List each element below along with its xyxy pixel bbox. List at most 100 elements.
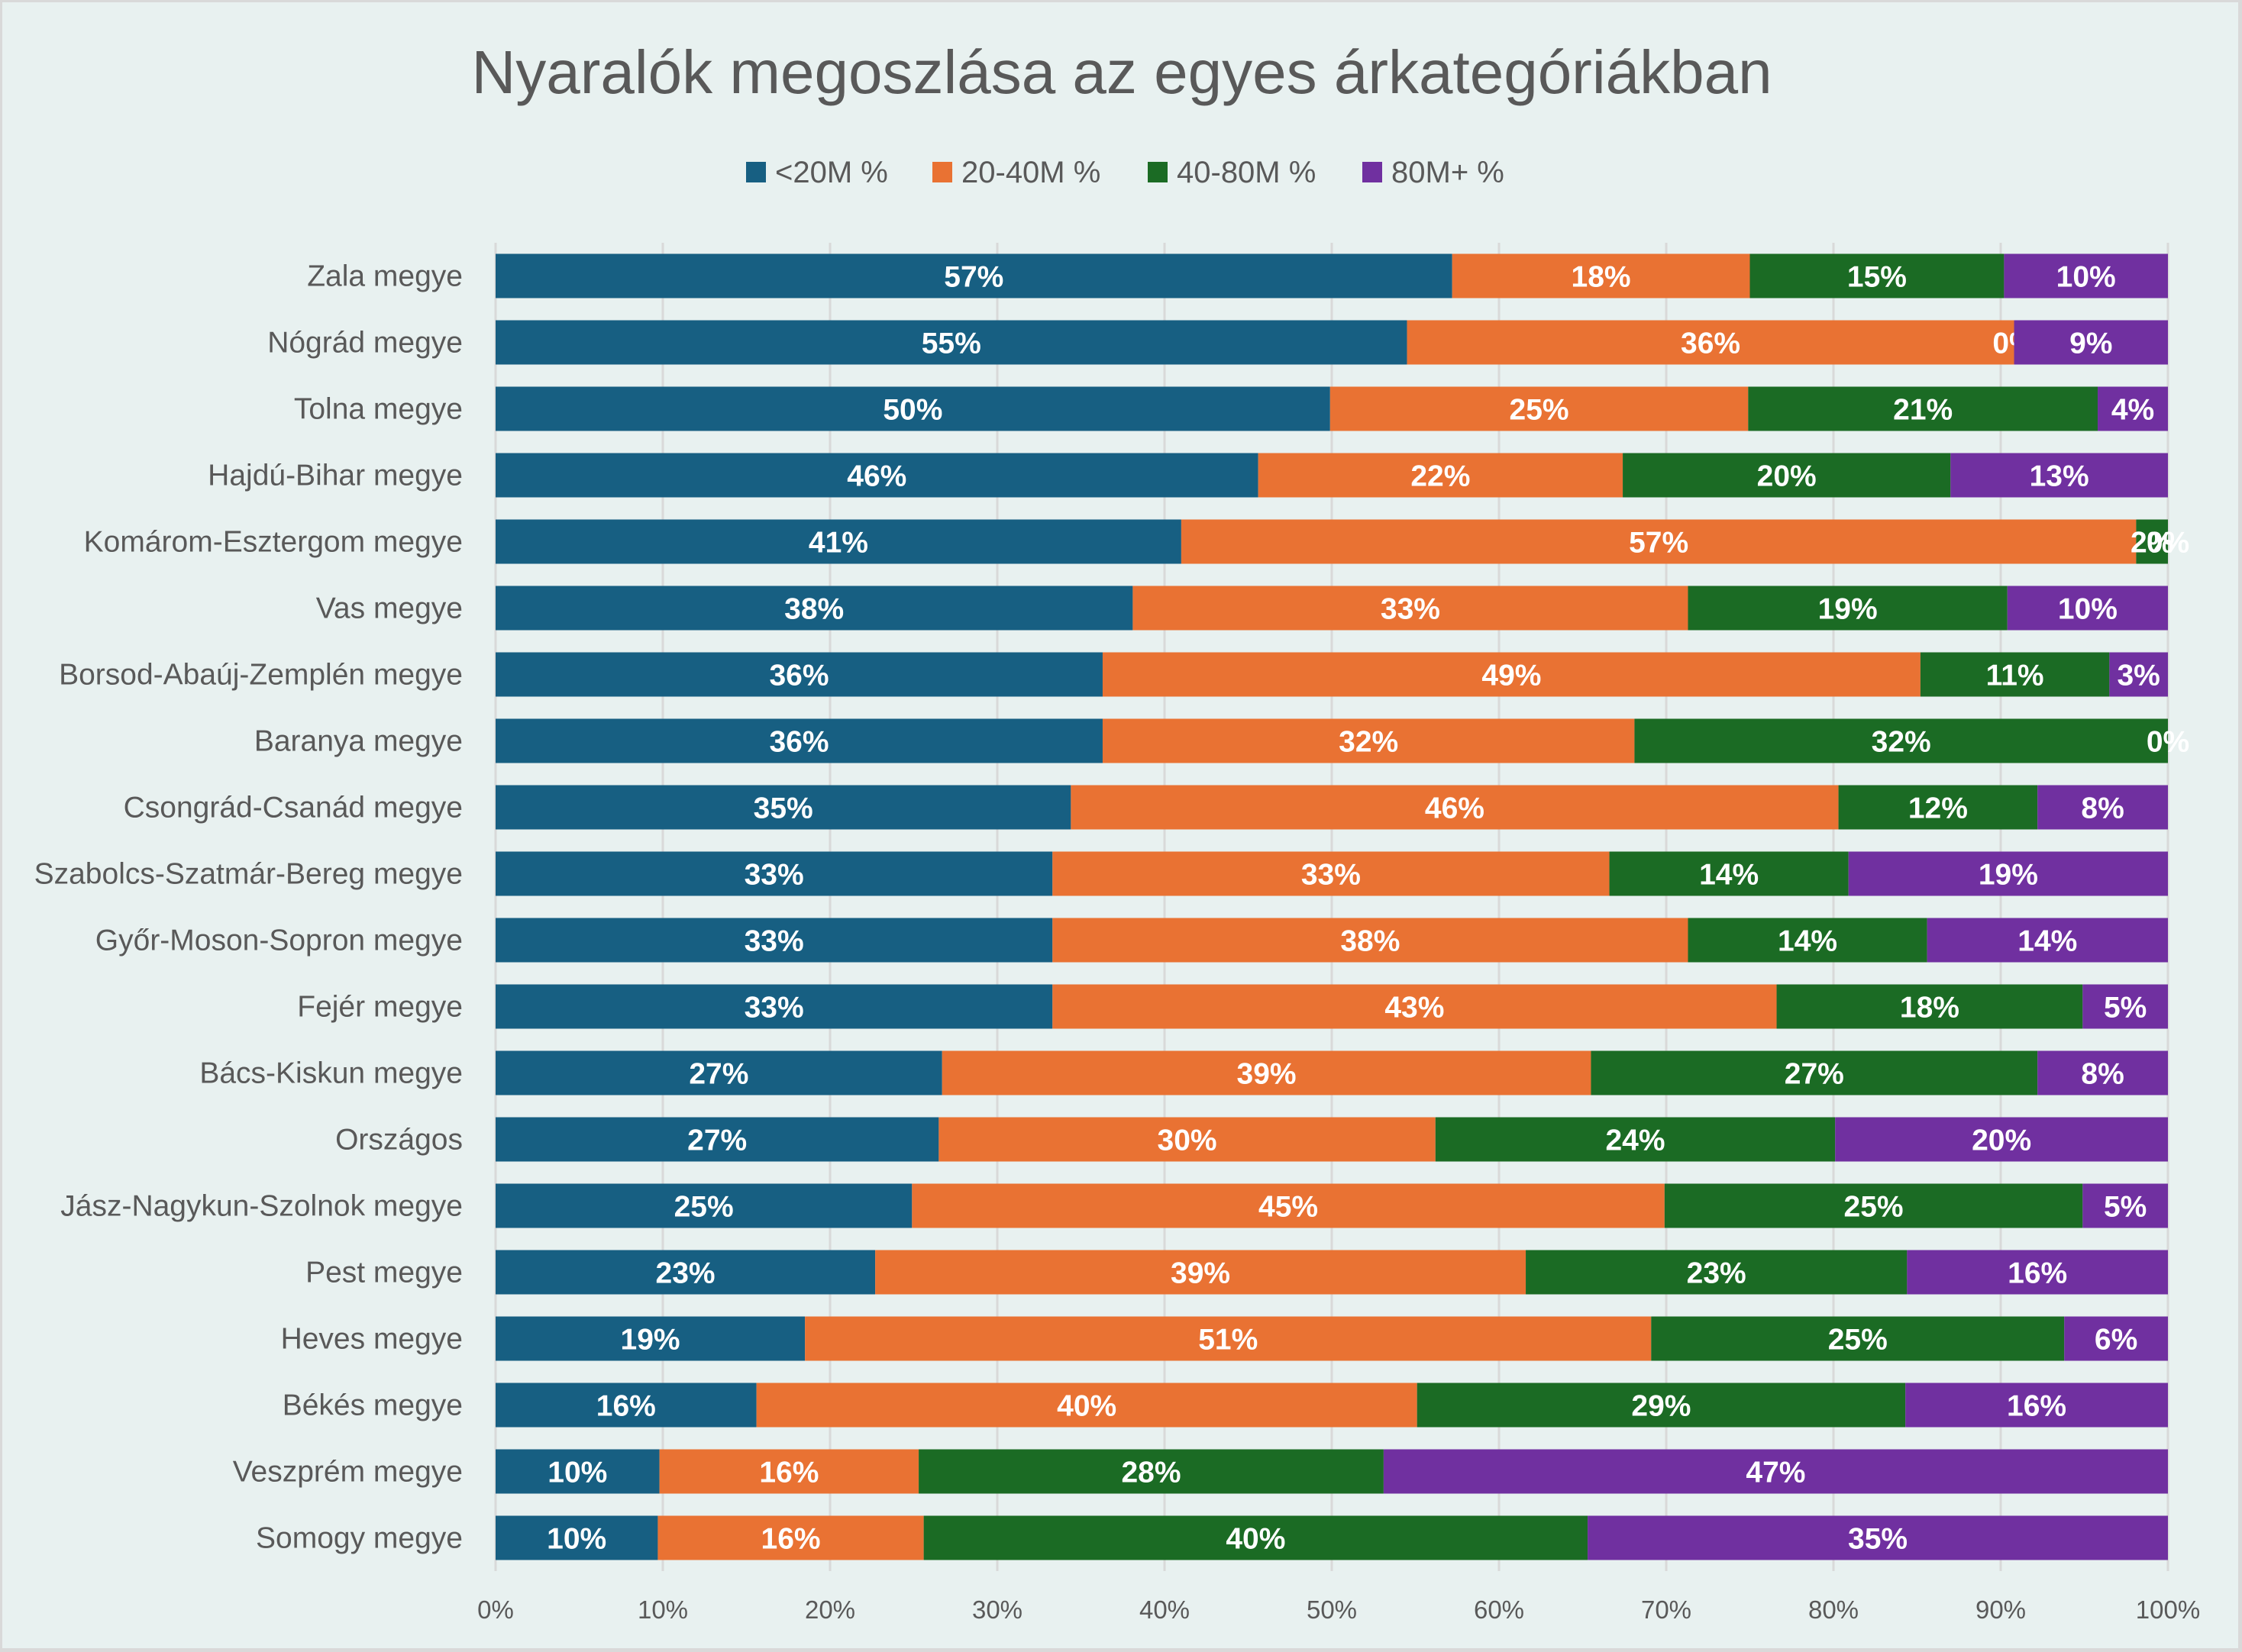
- x-tick-label: 20%: [805, 1596, 855, 1624]
- x-tick-label: 50%: [1307, 1596, 1357, 1624]
- data-label: 16%: [759, 1457, 819, 1489]
- data-label: 18%: [1572, 261, 1631, 294]
- bar-segment: [1651, 1316, 2065, 1361]
- bar-row: 25% 45% 25% 5%: [496, 1183, 2168, 1228]
- data-label: 32%: [1872, 726, 1931, 759]
- bar-segment: [2082, 984, 2168, 1029]
- x-tick-label: 40%: [1139, 1596, 1190, 1624]
- bar-segment: [2037, 1050, 2168, 1095]
- data-label: 8%: [2081, 1058, 2124, 1091]
- bar-segment: [496, 1117, 939, 1162]
- data-label: 27%: [1785, 1058, 1844, 1091]
- data-label: 3%: [2117, 660, 2160, 692]
- legend-item: 40-80M %: [1148, 156, 1316, 189]
- bar-row: 16% 40% 29% 16%: [496, 1383, 2168, 1428]
- data-label: 25%: [674, 1191, 734, 1224]
- data-label: 14%: [1699, 859, 1759, 892]
- data-label: 15%: [1847, 261, 1907, 294]
- data-label: 46%: [847, 460, 906, 493]
- bar-segment: [1848, 851, 2168, 896]
- x-tick-label: 30%: [972, 1596, 1022, 1624]
- data-label: 28%: [1121, 1457, 1181, 1489]
- data-label: 5%: [2104, 992, 2147, 1024]
- category-label: Zala megye: [307, 260, 463, 293]
- bar-segment: [1609, 851, 1849, 896]
- legend-label: 20-40M %: [961, 156, 1100, 189]
- bar-segment: [496, 1449, 660, 1494]
- data-label: 57%: [944, 261, 1003, 294]
- bar-segment: [657, 1515, 924, 1560]
- bar-row: 10% 16% 40% 35%: [496, 1515, 2168, 1560]
- bar-segment: [1688, 586, 2008, 631]
- bar-segment: [1102, 652, 1921, 697]
- bar-segment: [938, 1117, 1436, 1162]
- data-label: 51%: [1198, 1324, 1258, 1357]
- legend-item: 20-40M %: [932, 156, 1100, 189]
- x-tick-label: 10%: [638, 1596, 688, 1624]
- category-label: Vas megye: [316, 592, 463, 625]
- data-label: 19%: [1979, 859, 2038, 892]
- bar-row: 38% 33% 19% 10%: [496, 586, 2168, 631]
- category-label: Jász-Nagykun-Szolnok megye: [60, 1190, 463, 1223]
- bar-segment: [1258, 453, 1623, 498]
- bar-segment: [496, 253, 1452, 298]
- bar-segment: [2098, 386, 2168, 431]
- data-label: 33%: [745, 925, 804, 958]
- bar-row: 23% 39% 23% 16%: [496, 1250, 2168, 1295]
- category-label: Hajdú-Bihar megye: [208, 460, 463, 492]
- bar-segment: [496, 320, 1407, 365]
- data-label: 27%: [689, 1058, 748, 1091]
- category-label: Bács-Kiskun megye: [199, 1057, 463, 1090]
- bar-row: 50% 25% 21% 4%: [496, 386, 2168, 431]
- bar-segment: [942, 1050, 1591, 1095]
- bar-segment: [1435, 1117, 1836, 1162]
- bar-segment: [1052, 918, 1688, 963]
- data-label: 24%: [1605, 1124, 1665, 1157]
- bar-row: 46% 22% 20% 13%: [496, 453, 2168, 498]
- bar-segment: [1071, 785, 1839, 830]
- data-label: 45%: [1258, 1191, 1318, 1224]
- category-label: Pest megye: [305, 1257, 463, 1289]
- bar-segment: [1052, 851, 1610, 896]
- x-tick-label: 100%: [2136, 1596, 2200, 1624]
- category-label: Somogy megye: [256, 1522, 463, 1555]
- data-label: 23%: [1687, 1257, 1746, 1290]
- bar-segment: [659, 1449, 919, 1494]
- data-label: 49%: [1481, 660, 1541, 692]
- bar-segment: [1181, 519, 2137, 564]
- x-tick-label: 70%: [1641, 1596, 1691, 1624]
- data-label: 35%: [1848, 1523, 1908, 1556]
- data-label: 19%: [1818, 593, 1878, 626]
- bar-segment: [496, 1050, 942, 1095]
- category-label: Békés megye: [283, 1389, 463, 1422]
- data-label: 47%: [1746, 1457, 1805, 1489]
- data-label: 9%: [2069, 327, 2112, 360]
- bar-segment: [1526, 1250, 1908, 1295]
- bar-segment: [1905, 1383, 2168, 1428]
- data-label: 30%: [1158, 1124, 1217, 1157]
- legend-swatch: [746, 162, 766, 182]
- data-label: 33%: [1301, 859, 1361, 892]
- bar-segment: [1452, 253, 1750, 298]
- data-label: 10%: [2056, 261, 2116, 294]
- bar-segment: [1688, 918, 1927, 963]
- category-label: Nógrád megye: [267, 327, 463, 360]
- bar-row: 27% 39% 27% 8%: [496, 1050, 2168, 1095]
- bar-segment: [1591, 1050, 2038, 1095]
- bar-segment: [1748, 386, 2098, 431]
- data-label: 10%: [547, 1523, 606, 1556]
- bar-segment: [1920, 652, 2110, 697]
- bar-segment: [496, 851, 1053, 896]
- data-label: 6%: [2095, 1324, 2137, 1357]
- bar-segment: [1634, 718, 2168, 763]
- data-label: 33%: [745, 992, 804, 1024]
- data-label: 18%: [1900, 992, 1959, 1024]
- bar-segment: [1407, 320, 2014, 365]
- bar-segment: [1835, 1117, 2168, 1162]
- data-label: 11%: [1986, 660, 2044, 692]
- data-label: 22%: [1410, 460, 1470, 493]
- legend-label: <20M %: [775, 156, 888, 189]
- bar-segment: [1383, 1449, 2168, 1494]
